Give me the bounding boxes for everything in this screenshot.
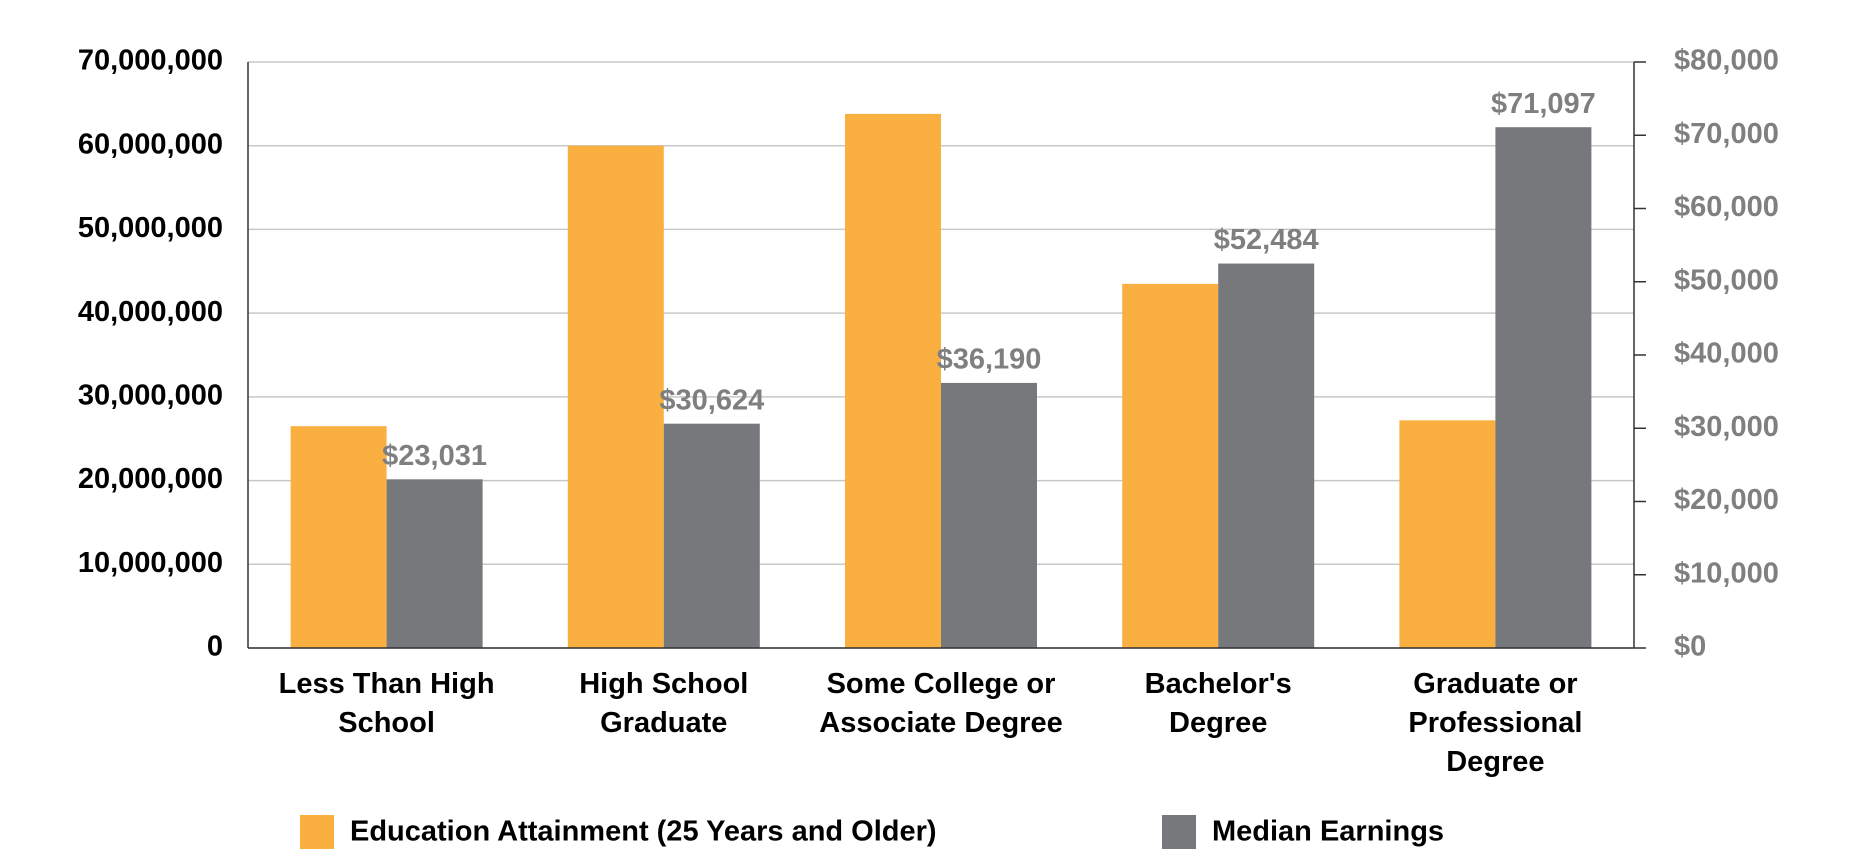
bar <box>1399 420 1496 648</box>
data-label: $52,484 <box>1214 224 1319 256</box>
bar <box>941 382 1037 648</box>
y2-tick-label: $40,000 <box>1674 338 1779 370</box>
y2-tick-label: $30,000 <box>1674 411 1779 443</box>
x-tick-label: Some College or Associate Degree <box>819 668 1063 739</box>
bar <box>290 426 387 648</box>
y-tick-label: 10,000,000 <box>78 547 223 579</box>
y-tick-label: 20,000,000 <box>78 463 223 495</box>
legend-label: Education Attainment (25 Years and Older… <box>350 816 937 848</box>
bar <box>845 113 941 649</box>
y-tick-label: 60,000,000 <box>78 128 223 160</box>
bar <box>1495 127 1592 648</box>
data-label: $30,624 <box>659 384 764 416</box>
y2-tick-label: $70,000 <box>1674 118 1779 150</box>
bar <box>386 479 483 648</box>
x-tick-label: Bachelor's Degree <box>1144 668 1292 739</box>
legend-swatch <box>1162 815 1196 849</box>
y-tick-label: 40,000,000 <box>78 296 223 328</box>
y-tick-label: 30,000,000 <box>78 380 223 412</box>
y2-tick-label: $60,000 <box>1674 191 1779 223</box>
bar <box>663 423 760 648</box>
bar <box>1122 283 1219 648</box>
y-tick-label: 0 <box>207 631 223 663</box>
data-label: $36,190 <box>937 344 1042 376</box>
y-tick-label: 50,000,000 <box>78 212 223 244</box>
x-tick-label: Graduate or Professional Degree <box>1408 668 1583 778</box>
y2-tick-label: $10,000 <box>1674 557 1779 589</box>
y-tick-label: 70,000,000 <box>78 45 223 77</box>
y2-tick-label: $80,000 <box>1674 45 1779 77</box>
y2-tick-label: $0 <box>1674 631 1706 663</box>
bar <box>1218 263 1315 648</box>
y2-tick-label: $50,000 <box>1674 264 1779 296</box>
legend-label: Median Earnings <box>1212 816 1444 848</box>
data-label: $71,097 <box>1491 88 1596 120</box>
y2-tick-label: $20,000 <box>1674 484 1779 516</box>
data-label: $23,031 <box>382 440 487 472</box>
x-tick-label: Less Than High School <box>278 668 495 739</box>
bar <box>567 145 664 648</box>
legend-swatch <box>300 815 334 849</box>
x-tick-label: High School Graduate <box>579 668 749 739</box>
